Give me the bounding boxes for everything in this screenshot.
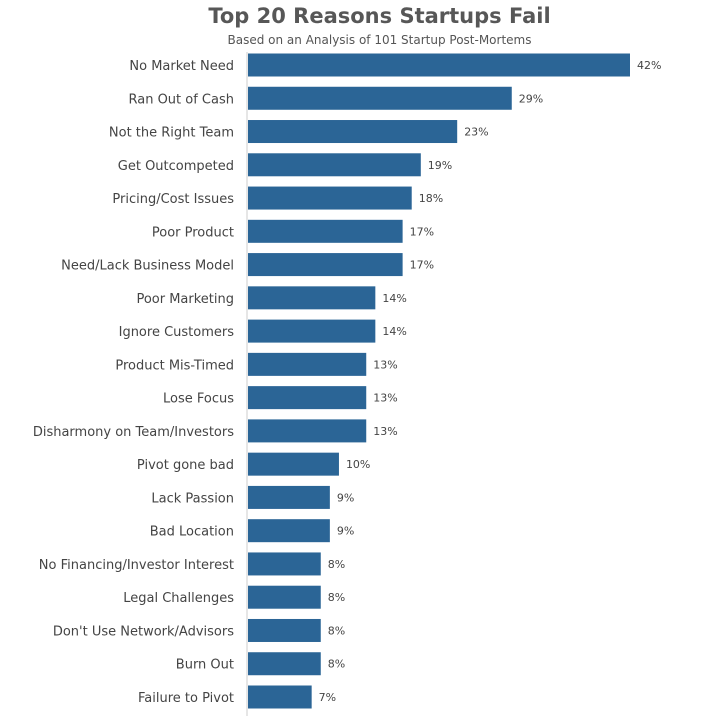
bar [248,352,367,376]
category-label: Poor Marketing [136,292,234,307]
bar [248,53,630,77]
bar [248,86,512,110]
data-label: 7% [319,691,336,704]
bar [248,286,376,310]
bar [248,153,421,177]
category-label: Lack Passion [151,491,234,506]
data-label: 9% [337,525,354,538]
data-label: 13% [373,358,397,371]
data-label: 42% [637,59,661,72]
data-label: 8% [328,624,345,637]
category-label: Not the Right Team [109,126,234,141]
data-label: 13% [373,392,397,405]
bar [248,618,321,642]
data-label: 14% [382,292,406,305]
bar [248,685,312,709]
category-label: Ran Out of Cash [128,92,234,107]
bar [248,652,321,676]
category-label: Don't Use Network/Advisors [53,624,234,639]
category-label: Pricing/Cost Issues [112,192,234,207]
category-label: No Market Need [129,59,234,74]
bar [248,452,339,476]
bar [248,386,367,410]
data-label: 8% [328,591,345,604]
data-label: 18% [419,192,443,205]
bar [248,219,403,243]
data-label: 10% [346,458,370,471]
category-label: Product Mis-Timed [115,358,234,373]
bar [248,552,321,576]
data-label: 19% [428,159,452,172]
category-label: Need/Lack Business Model [61,259,234,274]
data-label: 23% [464,126,488,139]
bar [248,186,412,210]
bar [248,485,330,509]
data-label: 17% [410,225,434,238]
category-label: Legal Challenges [123,591,234,606]
bar [248,319,376,343]
data-label: 17% [410,259,434,272]
bar [248,519,330,543]
category-label: Burn Out [176,658,234,673]
data-label: 9% [337,491,354,504]
chart-subtitle: Based on an Analysis of 101 Startup Post… [227,33,532,47]
category-label: Disharmony on Team/Investors [33,425,234,440]
bar [248,253,403,277]
bar [248,585,321,609]
category-label: Ignore Customers [119,325,235,340]
category-label: Lose Focus [163,392,234,407]
data-label: 29% [519,92,543,105]
category-label: Get Outcompeted [118,159,234,174]
category-label: Failure to Pivot [138,691,234,706]
data-label: 13% [373,425,397,438]
bar [248,120,458,144]
category-label: No Financing/Investor Interest [39,558,234,573]
category-label: Pivot gone bad [137,458,234,473]
bar [248,419,367,443]
data-label: 8% [328,658,345,671]
data-label: 14% [382,325,406,338]
category-label: Bad Location [150,525,234,540]
chart-title: Top 20 Reasons Startups Fail [208,4,551,28]
category-label: Poor Product [152,225,234,240]
data-label: 8% [328,558,345,571]
